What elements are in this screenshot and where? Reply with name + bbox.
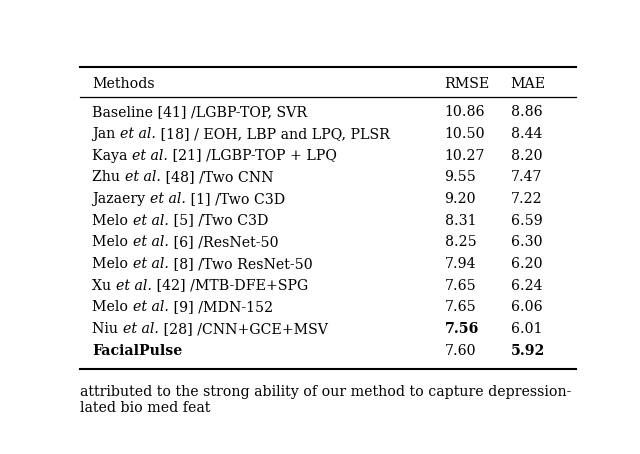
Text: et al.: et al.	[123, 322, 159, 336]
Text: 10.86: 10.86	[445, 105, 485, 119]
Text: et al.: et al.	[120, 127, 156, 141]
Text: et al.: et al.	[132, 148, 168, 163]
Text: et al.: et al.	[133, 235, 169, 249]
Text: 6.20: 6.20	[511, 257, 542, 271]
Text: et al.: et al.	[150, 192, 186, 206]
Text: et al.: et al.	[133, 257, 169, 271]
Text: RMSE: RMSE	[445, 77, 490, 91]
Text: 10.27: 10.27	[445, 148, 485, 163]
Text: attributed to the strong ability of our method to capture depression-: attributed to the strong ability of our …	[80, 385, 572, 399]
Text: [5] /Two C3D: [5] /Two C3D	[169, 213, 268, 227]
Text: Baseline [41] /LGBP-TOP, SVR: Baseline [41] /LGBP-TOP, SVR	[92, 105, 308, 119]
Text: 7.22: 7.22	[511, 192, 542, 206]
Text: Niu: Niu	[92, 322, 123, 336]
Text: [6] /ResNet-50: [6] /ResNet-50	[169, 235, 278, 249]
Text: Jazaery: Jazaery	[92, 192, 150, 206]
Text: Melo: Melo	[92, 235, 133, 249]
Text: 8.20: 8.20	[511, 148, 542, 163]
Text: [18] / EOH, LBP and LPQ, PLSR: [18] / EOH, LBP and LPQ, PLSR	[156, 127, 390, 141]
Text: Jan: Jan	[92, 127, 120, 141]
Text: 8.86: 8.86	[511, 105, 542, 119]
Text: et al.: et al.	[125, 170, 161, 184]
Text: 9.20: 9.20	[445, 192, 476, 206]
Text: 7.65: 7.65	[445, 300, 476, 314]
Text: 6.06: 6.06	[511, 300, 542, 314]
Text: [8] /Two ResNet-50: [8] /Two ResNet-50	[169, 257, 312, 271]
Text: et al.: et al.	[116, 279, 152, 292]
Text: 8.31: 8.31	[445, 213, 476, 227]
Text: 6.59: 6.59	[511, 213, 542, 227]
Text: 7.65: 7.65	[445, 279, 476, 292]
Text: 8.25: 8.25	[445, 235, 476, 249]
Text: FacialPulse: FacialPulse	[92, 344, 182, 358]
Text: 6.01: 6.01	[511, 322, 542, 336]
Text: et al.: et al.	[133, 300, 169, 314]
Text: Methods: Methods	[92, 77, 155, 91]
Text: 7.56: 7.56	[445, 322, 479, 336]
Text: Zhu: Zhu	[92, 170, 125, 184]
Text: 5.92: 5.92	[511, 344, 545, 358]
Text: lated bio med feat: lated bio med feat	[80, 400, 211, 415]
Text: 10.50: 10.50	[445, 127, 485, 141]
Text: et al.: et al.	[133, 213, 169, 227]
Text: 8.44: 8.44	[511, 127, 542, 141]
Text: [48] /Two CNN: [48] /Two CNN	[161, 170, 273, 184]
Text: [42] /MTB-DFE+SPG: [42] /MTB-DFE+SPG	[152, 279, 308, 292]
Text: 7.94: 7.94	[445, 257, 476, 271]
Text: [28] /CNN+GCE+MSV: [28] /CNN+GCE+MSV	[159, 322, 328, 336]
Text: Melo: Melo	[92, 257, 133, 271]
Text: 7.47: 7.47	[511, 170, 542, 184]
Text: 9.55: 9.55	[445, 170, 476, 184]
Text: Xu: Xu	[92, 279, 116, 292]
Text: [9] /MDN-152: [9] /MDN-152	[169, 300, 273, 314]
Text: MAE: MAE	[511, 77, 546, 91]
Text: [21] /LGBP-TOP + LPQ: [21] /LGBP-TOP + LPQ	[168, 148, 337, 163]
Text: Melo: Melo	[92, 300, 133, 314]
Text: Kaya: Kaya	[92, 148, 132, 163]
Text: Melo: Melo	[92, 213, 133, 227]
Text: 6.30: 6.30	[511, 235, 542, 249]
Text: 7.60: 7.60	[445, 344, 476, 358]
Text: [1] /Two C3D: [1] /Two C3D	[186, 192, 285, 206]
Text: 6.24: 6.24	[511, 279, 542, 292]
